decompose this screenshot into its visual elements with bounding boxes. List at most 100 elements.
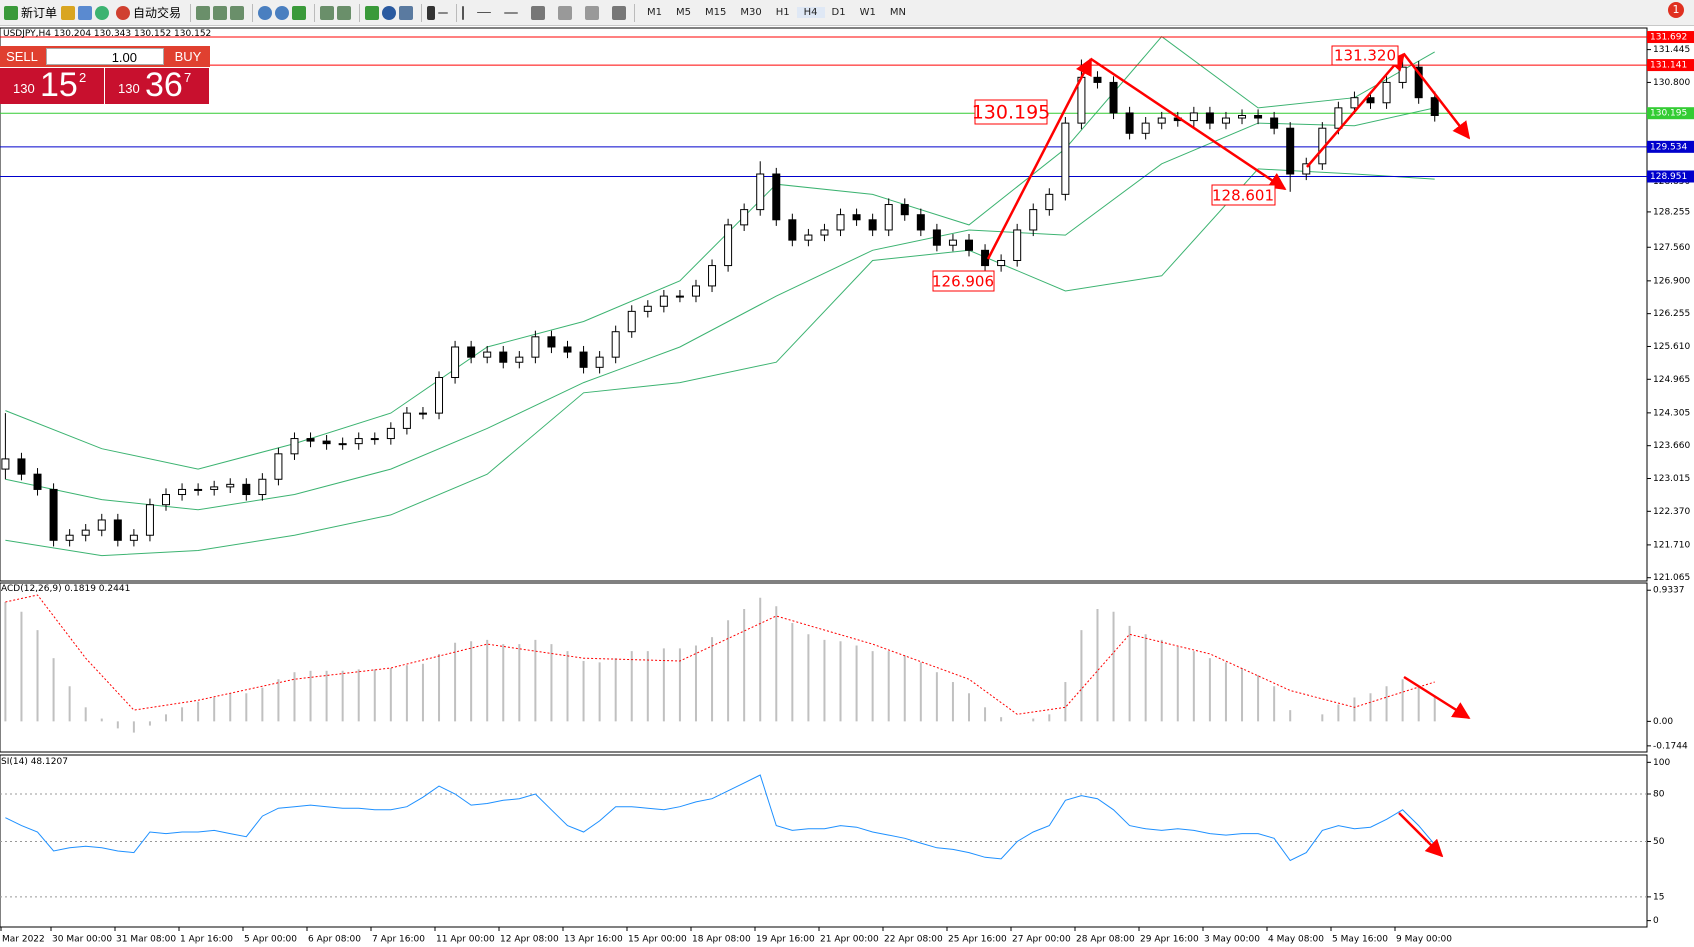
icon[interactable]	[61, 5, 76, 20]
candle-body	[338, 443, 347, 446]
candle-body	[49, 488, 58, 541]
icon[interactable]	[258, 5, 273, 20]
candle-body	[370, 438, 379, 441]
price-level-label: 131.692	[1650, 33, 1687, 43]
icon[interactable]	[230, 5, 245, 20]
y-tick-label: 130.800	[1653, 78, 1690, 88]
annotation: 128.601	[1211, 184, 1276, 206]
timeframe-button[interactable]: M1	[647, 7, 663, 18]
trend-arrow	[1403, 53, 1471, 140]
candle-body	[113, 519, 122, 541]
timeframe-bar: M1 M5 M15 M30 H1 H4 D1 W1 MN	[640, 7, 913, 18]
icon[interactable]	[78, 5, 93, 20]
candle-body	[836, 214, 845, 231]
timeframe-button[interactable]: MN	[889, 7, 906, 18]
y-tick-label: 80	[1653, 789, 1665, 799]
icon[interactable]	[585, 5, 600, 20]
candle-body	[402, 412, 411, 429]
candle-body	[354, 438, 363, 445]
icon[interactable]	[292, 5, 307, 20]
x-tick-label: 13 Apr 16:00	[564, 935, 623, 945]
x-tick-label: 18 Apr 08:00	[692, 935, 751, 945]
timeframe-button[interactable]: H4	[796, 7, 825, 18]
annotation-label: 131.320	[1334, 47, 1396, 65]
timeframe-button[interactable]: M15	[705, 7, 727, 18]
rsi-panel	[0, 754, 1648, 928]
candle-body	[162, 494, 170, 506]
y-tick-label: 0	[1653, 916, 1659, 926]
icon[interactable]	[95, 5, 110, 20]
candle-body	[1109, 81, 1118, 114]
rsi-line	[5, 774, 1436, 862]
auto-trading-label: 自动交易	[133, 6, 182, 20]
candle-body	[531, 336, 540, 358]
annotation-box	[932, 270, 995, 292]
x-tick-label: Mar 2022	[2, 935, 45, 945]
y-tick-label: 15	[1653, 892, 1664, 902]
x-tick-label: 6 Apr 08:00	[308, 935, 361, 945]
candle-body	[595, 356, 604, 368]
candle-body	[274, 453, 283, 480]
timeframe-button[interactable]: D1	[831, 7, 846, 18]
buy-price[interactable]: 130 36 7	[105, 66, 209, 104]
price-pips: 15	[40, 66, 78, 104]
timeframe-button[interactable]: M5	[676, 7, 692, 18]
icon[interactable]	[337, 5, 352, 20]
icon[interactable]	[399, 5, 414, 20]
candle-body	[129, 534, 138, 541]
icon[interactable]	[438, 11, 449, 14]
x-tick-label: 27 Apr 00:00	[1012, 935, 1071, 945]
y-tick-label: 126.900	[1653, 276, 1690, 286]
lot-input[interactable]: 1.00	[46, 48, 164, 65]
price-pips: 36	[145, 66, 183, 104]
toolbar: 新订单 自动交易 M1 M5 M15 M30 H1 H4 D1 W1 MN 1	[0, 0, 1694, 26]
notification-badge[interactable]: 1	[1668, 2, 1684, 18]
price-big: 130	[118, 81, 140, 96]
price-level-label: 129.534	[1650, 142, 1687, 152]
buy-button[interactable]: BUY	[174, 49, 202, 64]
icon[interactable]	[365, 5, 380, 20]
x-tick-label: 21 Apr 00:00	[820, 935, 879, 945]
x-tick-label: 12 Apr 08:00	[500, 935, 559, 945]
candle-body	[611, 331, 620, 358]
sell-price[interactable]: 130 15 2	[0, 66, 104, 104]
candle-body	[242, 483, 251, 496]
candle-body	[1205, 112, 1214, 124]
y-tick-label: 124.965	[1653, 375, 1690, 385]
candle-body	[1125, 112, 1134, 134]
icon[interactable]	[320, 5, 335, 20]
price-fraction: 7	[184, 70, 192, 85]
icon[interactable]	[558, 5, 573, 20]
new-order-button[interactable]: 新订单	[4, 4, 57, 21]
icon[interactable]	[213, 5, 228, 20]
icon[interactable]	[462, 5, 465, 20]
icon[interactable]	[427, 5, 436, 20]
annotation-box	[1331, 45, 1399, 66]
candle-body	[1238, 114, 1247, 119]
timeframe-button[interactable]: M30	[740, 7, 762, 18]
timeframe-button[interactable]: H1	[775, 7, 790, 18]
auto-trading-button[interactable]: 自动交易	[116, 4, 181, 21]
separator	[634, 3, 636, 22]
candle-body	[932, 229, 941, 246]
icon[interactable]	[477, 12, 492, 13]
candle-body	[467, 346, 476, 358]
candle-body	[97, 519, 106, 531]
icon[interactable]	[275, 5, 290, 20]
x-tick-label: 19 Apr 16:00	[756, 935, 815, 945]
candle-body	[916, 214, 925, 231]
icon[interactable]	[196, 5, 211, 20]
icon[interactable]	[382, 5, 397, 20]
candle-body	[1029, 209, 1038, 231]
icon[interactable]	[504, 11, 519, 14]
timeframe-button[interactable]: W1	[859, 7, 876, 18]
sell-button[interactable]: SELL	[6, 49, 38, 64]
icon[interactable]	[531, 5, 546, 20]
candle-body	[210, 486, 219, 490]
candle-body	[451, 346, 460, 379]
icon[interactable]	[612, 5, 627, 20]
x-tick-label: 31 Mar 08:00	[116, 935, 176, 945]
x-tick-label: 25 Apr 16:00	[948, 935, 1007, 945]
candle-body	[1270, 117, 1279, 129]
separator	[252, 3, 254, 22]
